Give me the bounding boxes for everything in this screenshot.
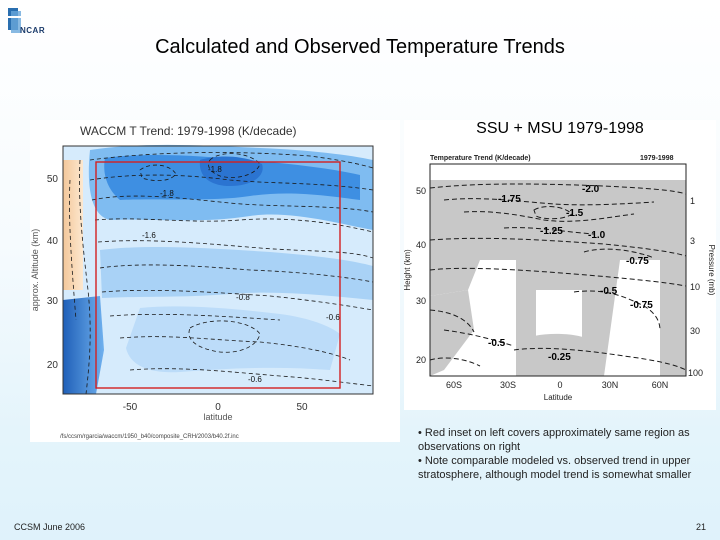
x-axis-label: Latitude: [544, 393, 573, 402]
y-axis-label: approx. Altitude (km): [30, 229, 40, 312]
contour-label: -0.6: [248, 375, 262, 384]
note-item: • Red inset on left covers approximately…: [418, 427, 690, 453]
right-plot-frame: [429, 163, 687, 377]
right-plot-years: 1979-1998: [640, 155, 674, 162]
ncar-logo: [6, 6, 58, 40]
contour-label: -0.8: [236, 293, 250, 302]
y-axis-label-right: Pressure (mb): [707, 245, 716, 296]
y-tick-label: 40: [416, 240, 426, 250]
red-inset-frame: [95, 161, 341, 389]
x-tick-label: 60S: [446, 380, 462, 390]
x-tick-label: 50: [296, 402, 308, 413]
contour-label: -0.25: [548, 352, 571, 363]
slide-title: Calculated and Observed Temperature Tren…: [155, 36, 565, 58]
x-tick-label: 30S: [500, 380, 516, 390]
x-tick-label: 0: [215, 402, 221, 413]
grey-shaded-region: [430, 180, 686, 376]
left-plot-title: WACCM T Trend: 1979-1998 (K/decade): [80, 124, 297, 138]
lower-band: [126, 306, 340, 373]
pressure-tick-label: 3: [690, 236, 695, 246]
page-number: 21: [695, 522, 706, 532]
x-axis-label: latitude: [203, 412, 232, 422]
footer-event: CCSM June 2006: [14, 522, 86, 532]
contour-label: -2.0: [582, 184, 600, 195]
y-tick-label: 30: [416, 296, 426, 306]
contour-label: -0.75: [630, 300, 653, 311]
y-axis-label-left: Height (km): [404, 249, 412, 291]
contour-label: -0.75: [626, 256, 649, 267]
y-tick-label: 20: [416, 355, 426, 365]
waccm-trend-plot: WACCM T Trend: 1979-1998 (K/decade): [30, 120, 400, 442]
grey-lower-mid: [534, 333, 590, 376]
y-tick-label: 50: [47, 174, 59, 185]
logo-text: NCAR: [20, 26, 46, 35]
contour-label: -1.25: [540, 226, 563, 237]
pressure-tick-label: 100: [688, 368, 703, 378]
pressure-tick-label: 10: [690, 282, 700, 292]
right-plot-title: Temperature Trend (K/decade): [430, 155, 531, 162]
contour-label: -0.5: [600, 286, 618, 297]
contour-label: -1.6: [142, 231, 156, 240]
y-tick-label: 40: [47, 236, 59, 247]
pressure-tick-label: 1: [690, 196, 695, 206]
x-tick-label: 30N: [602, 380, 619, 390]
note-item: • Note comparable modeled vs. observed t…: [418, 455, 692, 481]
contour-label: -0.5: [488, 338, 506, 349]
y-tick-label: 50: [416, 186, 426, 196]
y-tick-label: 30: [47, 296, 59, 307]
ssu-msu-label: SSU + MSU 1979-1998: [476, 120, 644, 137]
plot-frame: [62, 145, 374, 395]
contour-label: -1.8: [160, 189, 174, 198]
x-tick-label: -50: [123, 402, 138, 413]
contour-lines: [69, 152, 374, 395]
cold-core-strong: [199, 156, 263, 186]
cold-region-lower-left: [63, 296, 104, 394]
contour-label: -1.75: [498, 194, 521, 205]
notes-block: • Red inset on left covers approximately…: [418, 426, 714, 482]
contour-label: -1.5: [566, 208, 584, 219]
x-tick-label: 0: [557, 380, 562, 390]
warm-region: [63, 160, 83, 290]
right-contour-lines: [429, 183, 687, 371]
file-path: /fs/ccsm/rgarcia/waccm/1950_b40/composit…: [60, 434, 239, 440]
contour-label: -1.8: [208, 165, 222, 174]
x-tick-label: 60N: [652, 380, 669, 390]
ssu-msu-plot: Temperature Trend (K/decade) 1979-1998 -…: [403, 120, 716, 410]
mid-band: [100, 246, 373, 300]
pressure-tick-label: 30: [690, 326, 700, 336]
contour-label: -1.0: [588, 230, 606, 241]
contour-label: -0.6: [326, 313, 340, 322]
y-tick-label: 20: [47, 360, 59, 371]
